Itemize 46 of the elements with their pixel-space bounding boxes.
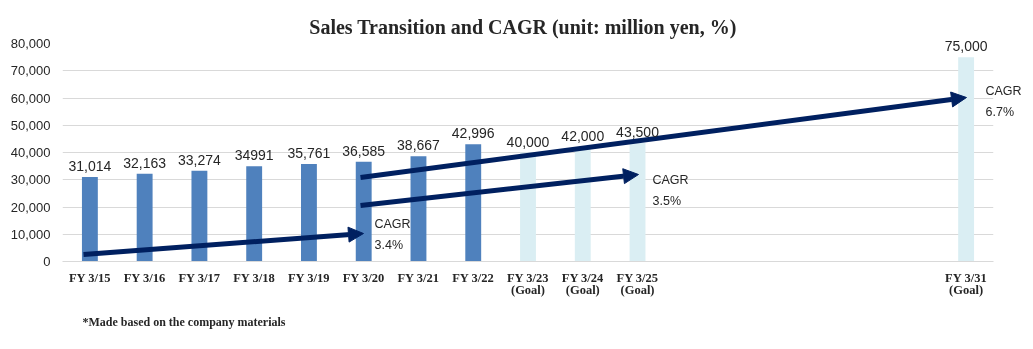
bar [301, 164, 317, 262]
annotation: CAGR 6.7% [985, 84, 1022, 119]
bar [520, 152, 536, 262]
bar [136, 173, 153, 262]
data-label: 31,014 [68, 157, 112, 174]
x-tick-label: FY 3/25 (Goal) [616, 270, 659, 298]
data-label: 32,163 [123, 154, 167, 171]
data-label: 42,996 [451, 125, 495, 142]
x-tick-label: FY 3/16 [123, 270, 166, 285]
annotation: CAGR 3.4% [374, 217, 411, 252]
data-label: 34991 [234, 147, 274, 164]
data-label: 35,761 [287, 145, 331, 162]
x-tick-label: FY 3/17 [178, 270, 220, 285]
data-label: 43,500 [616, 123, 660, 140]
data-label: 36,585 [342, 142, 386, 159]
data-label: 33,274 [178, 151, 222, 168]
x-tick-label: FY 3/23 (Goal) [506, 270, 549, 298]
bar [574, 147, 591, 262]
x-tick-label: FY 3/20 [342, 270, 385, 285]
y-tick-label: 30,000 [10, 172, 51, 188]
data-label: 42,000 [561, 128, 605, 145]
y-tick-label: 60,000 [10, 90, 51, 106]
x-tick-label: FY 3/21 [397, 270, 440, 285]
annotation: CAGR 3.5% [652, 173, 689, 208]
y-tick-label: 10,000 [10, 226, 51, 242]
y-tick-label: 40,000 [10, 145, 51, 160]
bar [191, 170, 208, 262]
chart-title: Sales Transition and CAGR (unit: million yen, %) [309, 15, 737, 39]
x-tick-label: FY 3/18 [233, 270, 275, 285]
data-label: 38,667 [397, 137, 441, 154]
x-tick-label: FY 3/19 [287, 270, 330, 285]
y-tick-label: 0 [43, 254, 51, 269]
y-tick-label: 70,000 [10, 63, 51, 79]
text: *Made based on the company materials [82, 314, 286, 329]
x-tick-label: FY 3/22 [452, 270, 494, 285]
data-label: 40,000 [506, 133, 550, 150]
y-tick-label: 50,000 [10, 117, 51, 133]
x-tick-label: FY 3/24 (Goal) [561, 270, 605, 298]
bar [246, 166, 263, 262]
y-tick-label: 20,000 [10, 199, 51, 215]
bar [81, 176, 98, 262]
x-tick-label: FY 3/15 [68, 270, 111, 285]
y-tick-label: 80,000 [10, 36, 51, 51]
data-label: 75,000 [944, 38, 988, 55]
bar [465, 144, 482, 262]
x-tick-label: FY 3/31 (Goal) [945, 270, 987, 298]
